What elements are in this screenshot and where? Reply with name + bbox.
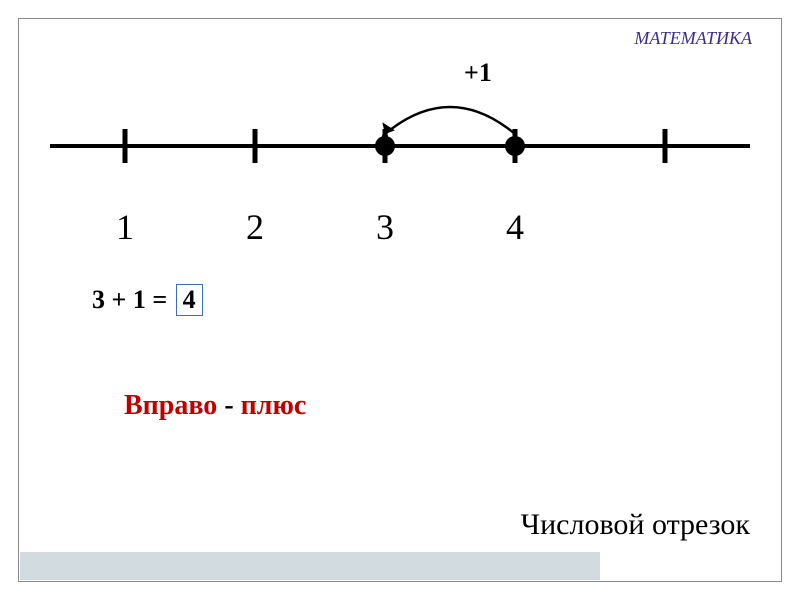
equation-lhs: 3 + 1 = — [92, 285, 167, 314]
rule-text: Вправо - плюс — [124, 390, 306, 422]
tick-label-4: 4 — [506, 206, 524, 248]
tick-label-1: 1 — [116, 206, 134, 248]
footer-band — [20, 552, 600, 580]
footer-title: Числовой отрезок — [521, 508, 750, 542]
subject-label: МАТЕМАТИКА — [634, 28, 752, 49]
number-line-svg — [40, 56, 760, 236]
tick-label-2: 2 — [246, 206, 264, 248]
tick-label-3: 3 — [376, 206, 394, 248]
rule-word-2: плюс — [241, 390, 307, 421]
rule-word-1: Вправо — [124, 390, 217, 421]
rule-sep: - — [217, 390, 240, 421]
number-line-diagram: 1234 +1 — [40, 56, 760, 236]
equation-answer-box: 4 — [176, 284, 203, 316]
equation: 3 + 1 = 4 — [92, 284, 203, 316]
arc-label: +1 — [464, 58, 492, 88]
